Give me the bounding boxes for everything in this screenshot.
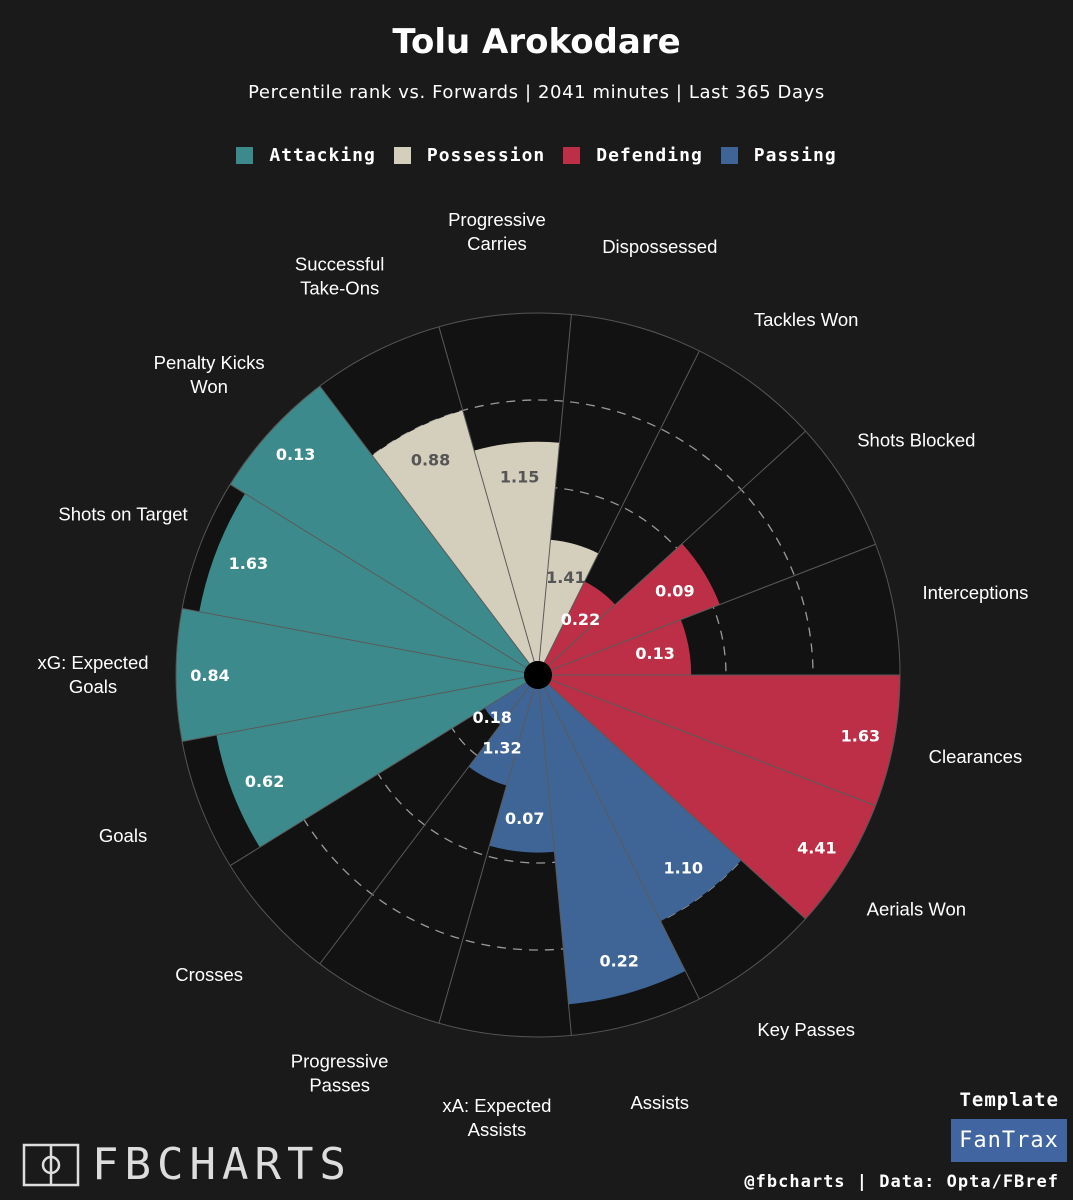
value-label-key-passes: 1.10 [663, 858, 702, 877]
category-label-dispossessed: Dispossessed [602, 236, 717, 257]
divider-7 [229, 484, 527, 669]
value-label-goals: 0.62 [245, 772, 284, 791]
category-label-interceptions: Interceptions [922, 582, 1028, 603]
page-subtitle: Percentile rank vs. Forwards | 2041 minu… [248, 82, 825, 103]
category-label-clearances: Clearances [929, 746, 1023, 767]
category-label-penalty-kicks-won: Penalty Kicks Won [154, 352, 265, 397]
brand-name: FBCHARTS [92, 1139, 352, 1190]
value-label-shots-on-target: 1.63 [229, 554, 268, 573]
legend-label-passing: Passing [753, 145, 837, 166]
divider-16 [550, 679, 876, 807]
divider-1 [550, 543, 876, 671]
value-label-shots-blocked: 0.09 [655, 581, 694, 600]
legend-item-possession: Possession [393, 145, 546, 166]
category-label-crosses: Crosses [175, 964, 243, 985]
divider-11 [319, 685, 530, 965]
divider-14 [543, 687, 700, 1000]
bar-crosses [484, 682, 530, 726]
category-label-assists: Assists [630, 1092, 689, 1113]
slice-bg-tackles-won [544, 350, 806, 666]
center-hub [524, 661, 552, 689]
legend-label-possession: Possession [426, 145, 546, 166]
value-label-xg-expected-goals: 0.84 [190, 666, 229, 685]
category-label-tackles-won: Tackles Won [754, 309, 859, 330]
template-badge: FanTrax [951, 1119, 1067, 1162]
bar-xa-expected-assists [489, 688, 555, 853]
category-label-xa-expected-assists: xA: Expected Assists [442, 1095, 551, 1140]
value-label-xa-expected-assists: 0.07 [505, 809, 544, 828]
value-label-progressive-passes: 1.32 [482, 738, 521, 757]
bar-key-passes [544, 684, 742, 922]
bar-goals [216, 677, 527, 848]
bar-progressive-passes [468, 686, 535, 786]
divider-10 [229, 681, 527, 866]
bar-xg-expected-goals [175, 608, 525, 742]
bar-interceptions [551, 619, 692, 675]
category-label-shots-on-target: Shots on Target [58, 503, 187, 524]
page-title: Tolu Arokodare [392, 22, 681, 62]
legend-swatch-passing [720, 147, 738, 164]
category-label-shots-blocked: Shots Blocked [857, 430, 975, 451]
category-label-progressive-passes: Progressive Passes [291, 1050, 389, 1095]
value-label-aerials-won: 4.41 [797, 839, 836, 858]
divider-2 [548, 430, 806, 666]
bar-aerials-won [548, 680, 876, 919]
bar-shots-on-target [199, 493, 527, 673]
pitch-icon [22, 1143, 80, 1187]
outer-ring [175, 312, 901, 1038]
value-label-interceptions: 0.13 [635, 644, 674, 663]
value-label-clearances: 1.63 [841, 726, 880, 745]
bar-layer [175, 386, 900, 1005]
value-label-successful-take-ons: 0.88 [411, 450, 450, 469]
template-label: Template [959, 1089, 1059, 1111]
legend-label-attacking: Attacking [269, 145, 376, 166]
value-label-progressive-carries: 1.15 [500, 468, 539, 487]
credits: @fbcharts | Data: Opta/FBref [744, 1172, 1059, 1192]
legend-label-defending: Defending [596, 145, 703, 166]
category-label-key-passes: Key Passes [757, 1019, 855, 1040]
divider-4 [538, 314, 572, 662]
category-label-xg-expected-goals: xG: Expected Goals [37, 652, 148, 697]
slice-bg-crosses [230, 682, 530, 964]
legend: Attacking Possession Defending Passing [0, 145, 1073, 166]
legend-item-passing: Passing [720, 145, 837, 166]
divider-5 [438, 326, 535, 662]
bar-clearances [551, 675, 900, 806]
divider-layer [175, 312, 901, 1038]
category-label-layer: Interceptions Shots Blocked Tackles Won Dis… [37, 209, 1028, 1140]
bar-successful-take-ons [372, 410, 535, 664]
bar-shots-blocked [548, 543, 720, 670]
legend-swatch-defending [563, 147, 581, 164]
category-label-successful-take-ons: Successful Take-Ons [295, 254, 384, 299]
bar-assists [539, 687, 686, 1005]
value-label-dispossessed: 1.41 [546, 568, 585, 587]
value-label-penalty-kicks-won: 0.13 [276, 445, 315, 464]
value-label-crosses: 0.18 [472, 708, 511, 727]
bar-tackles-won [544, 581, 616, 666]
bar-penalty-kicks-won [230, 386, 530, 668]
divider-12 [438, 688, 535, 1024]
bar-progressive-carries [474, 441, 560, 662]
divider-8 [182, 607, 525, 673]
category-label-goals: Goals [99, 825, 147, 846]
category-label-progressive-carries: Progressive Carries [448, 209, 546, 254]
legend-item-attacking: Attacking [236, 145, 376, 166]
divider-3 [543, 350, 700, 663]
value-label-tackles-won: 0.22 [561, 610, 600, 629]
value-label-assists: 0.22 [599, 951, 638, 970]
value-label-layer: 0.13 0.09 0.22 1.41 1.15 0.88 0.13 1.63 0.84 0.62… [190, 445, 880, 970]
legend-swatch-attacking [236, 147, 254, 164]
divider-15 [548, 684, 806, 920]
divider-6 [319, 385, 530, 665]
divider-9 [182, 677, 525, 743]
divider-13 [538, 688, 572, 1036]
legend-item-defending: Defending [563, 145, 703, 166]
category-label-aerials-won: Aerials Won [867, 898, 966, 919]
brand-logo: FBCHARTS [22, 1140, 352, 1190]
bar-dispossessed [539, 539, 599, 663]
legend-swatch-possession [393, 147, 411, 164]
